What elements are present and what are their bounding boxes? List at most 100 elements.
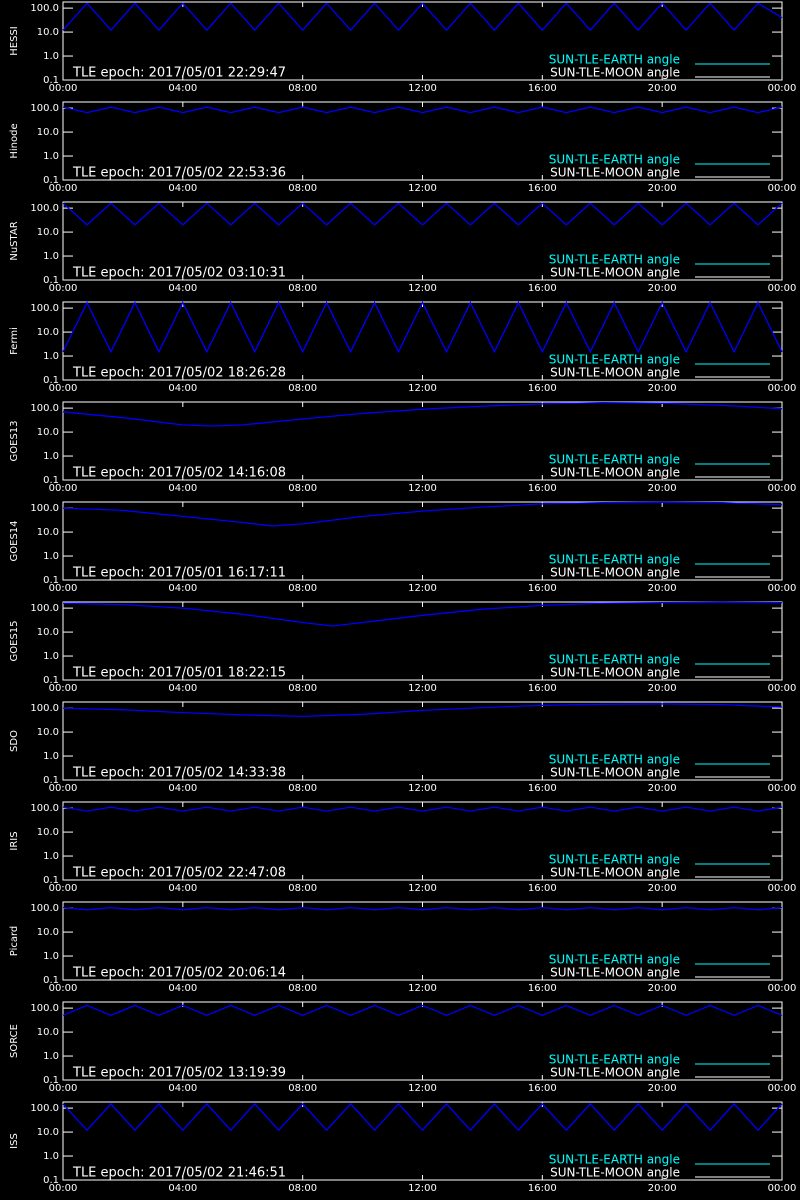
x-tick-label: 12:00	[408, 783, 437, 794]
data-line	[62, 301, 783, 354]
x-tick-label: 04:00	[168, 583, 197, 594]
y-axis-label: HESSI	[9, 26, 20, 55]
annotation: TLE epoch: 2017/05/02 03:10:31	[72, 266, 286, 281]
data-line	[62, 806, 783, 812]
x-tick-label: 08:00	[288, 183, 317, 194]
legend-label: SUN-TLE-EARTH angle	[549, 653, 680, 667]
x-tick-label: 16:00	[528, 283, 557, 294]
y-tick-label: 0.1	[43, 75, 59, 86]
x-tick-label: 00:00	[49, 883, 78, 894]
y-tick-label: 10.0	[37, 227, 59, 238]
y-axis-label: IRIS	[9, 831, 20, 850]
x-tick-label: 04:00	[168, 683, 197, 694]
x-tick-label: 04:00	[168, 783, 197, 794]
x-tick-label: 20:00	[648, 683, 677, 694]
y-tick-label: 10.0	[37, 327, 59, 338]
legend-label: SUN-TLE-EARTH angle	[549, 253, 680, 267]
y-axis-label: GOES14	[9, 520, 20, 561]
y-tick-label: 100.0	[30, 503, 59, 514]
x-tick-label: 04:00	[168, 1183, 197, 1194]
annotation: TLE epoch: 2017/05/01 16:17:11	[72, 566, 286, 581]
y-axis-label: SDO	[9, 730, 20, 752]
legend-label: SUN-TLE-EARTH angle	[549, 353, 680, 367]
x-tick-label: 00:00	[768, 583, 797, 594]
x-tick-label: 12:00	[408, 183, 437, 194]
x-tick-label: 00:00	[49, 983, 78, 994]
x-tick-label: 04:00	[168, 183, 197, 194]
x-tick-label: 20:00	[648, 383, 677, 394]
x-tick-label: 04:00	[168, 483, 197, 494]
x-tick-label: 00:00	[49, 83, 78, 94]
data-line	[62, 501, 783, 527]
x-tick-label: 20:00	[648, 1083, 677, 1094]
y-tick-label: 100.0	[30, 803, 59, 814]
x-tick-label: 16:00	[528, 883, 557, 894]
data-line	[62, 1004, 783, 1017]
legend-label: SUN-TLE-EARTH angle	[549, 153, 680, 167]
legend-label: SUN-TLE-EARTH angle	[549, 453, 680, 467]
y-tick-label: 10.0	[37, 627, 59, 638]
x-tick-label: 00:00	[768, 1083, 797, 1094]
legend-label: SUN-TLE-EARTH angle	[549, 753, 680, 767]
y-tick-label: 100.0	[30, 603, 59, 614]
x-tick-label: 04:00	[168, 283, 197, 294]
y-tick-label: 100.0	[30, 703, 59, 714]
legend-label: SUN-TLE-MOON angle	[550, 266, 680, 280]
annotation: TLE epoch: 2017/05/02 18:26:28	[72, 366, 286, 381]
legend-label: SUN-TLE-EARTH angle	[549, 1153, 680, 1167]
y-axis-label: Picard	[9, 926, 20, 957]
y-tick-label: 0.1	[43, 875, 59, 886]
x-tick-label: 16:00	[528, 483, 557, 494]
y-tick-label: 1.0	[43, 151, 59, 162]
legend-label: SUN-TLE-EARTH angle	[549, 1053, 680, 1067]
x-tick-label: 00:00	[49, 283, 78, 294]
x-tick-label: 08:00	[288, 1083, 317, 1094]
x-tick-label: 08:00	[288, 583, 317, 594]
legend-label: SUN-TLE-MOON angle	[550, 366, 680, 380]
x-tick-label: 00:00	[768, 1183, 797, 1194]
y-tick-label: 1.0	[43, 951, 59, 962]
y-tick-label: 100.0	[30, 1103, 59, 1114]
y-tick-label: 1.0	[43, 451, 59, 462]
y-tick-label: 1.0	[43, 1051, 59, 1062]
x-tick-label: 00:00	[768, 283, 797, 294]
x-tick-label: 00:00	[49, 583, 78, 594]
x-tick-label: 00:00	[49, 183, 78, 194]
x-tick-label: 00:00	[768, 683, 797, 694]
legend-label: SUN-TLE-EARTH angle	[549, 853, 680, 867]
y-tick-label: 10.0	[37, 127, 59, 138]
y-axis-label: Hinode	[9, 123, 20, 158]
annotation: TLE epoch: 2017/05/02 13:19:39	[72, 1066, 286, 1081]
x-tick-label: 08:00	[288, 783, 317, 794]
data-line	[62, 202, 783, 226]
x-tick-label: 08:00	[288, 83, 317, 94]
y-tick-label: 1.0	[43, 651, 59, 662]
y-axis-label: ISS	[9, 1133, 20, 1149]
x-tick-label: 12:00	[408, 383, 437, 394]
x-tick-label: 12:00	[408, 683, 437, 694]
y-tick-label: 0.1	[43, 1075, 59, 1086]
y-tick-label: 100.0	[30, 1003, 59, 1014]
x-tick-label: 16:00	[528, 683, 557, 694]
y-tick-label: 10.0	[37, 1027, 59, 1038]
x-tick-label: 04:00	[168, 83, 197, 94]
legend-label: SUN-TLE-MOON angle	[550, 866, 680, 880]
x-tick-label: 00:00	[768, 883, 797, 894]
x-tick-label: 20:00	[648, 483, 677, 494]
x-tick-label: 00:00	[49, 383, 78, 394]
y-tick-label: 10.0	[37, 527, 59, 538]
x-tick-label: 20:00	[648, 583, 677, 594]
y-tick-label: 10.0	[37, 927, 59, 938]
y-tick-label: 10.0	[37, 27, 59, 38]
x-tick-label: 12:00	[408, 983, 437, 994]
annotation: TLE epoch: 2017/05/02 21:46:51	[72, 1166, 286, 1181]
data-line	[62, 703, 783, 718]
annotation: TLE epoch: 2017/05/02 22:47:08	[72, 866, 286, 881]
y-tick-label: 1.0	[43, 551, 59, 562]
y-tick-label: 0.1	[43, 675, 59, 686]
x-tick-label: 16:00	[528, 83, 557, 94]
x-tick-label: 08:00	[288, 1183, 317, 1194]
x-tick-label: 08:00	[288, 383, 317, 394]
y-axis-label: SORCE	[9, 1024, 20, 1058]
x-tick-label: 20:00	[648, 283, 677, 294]
